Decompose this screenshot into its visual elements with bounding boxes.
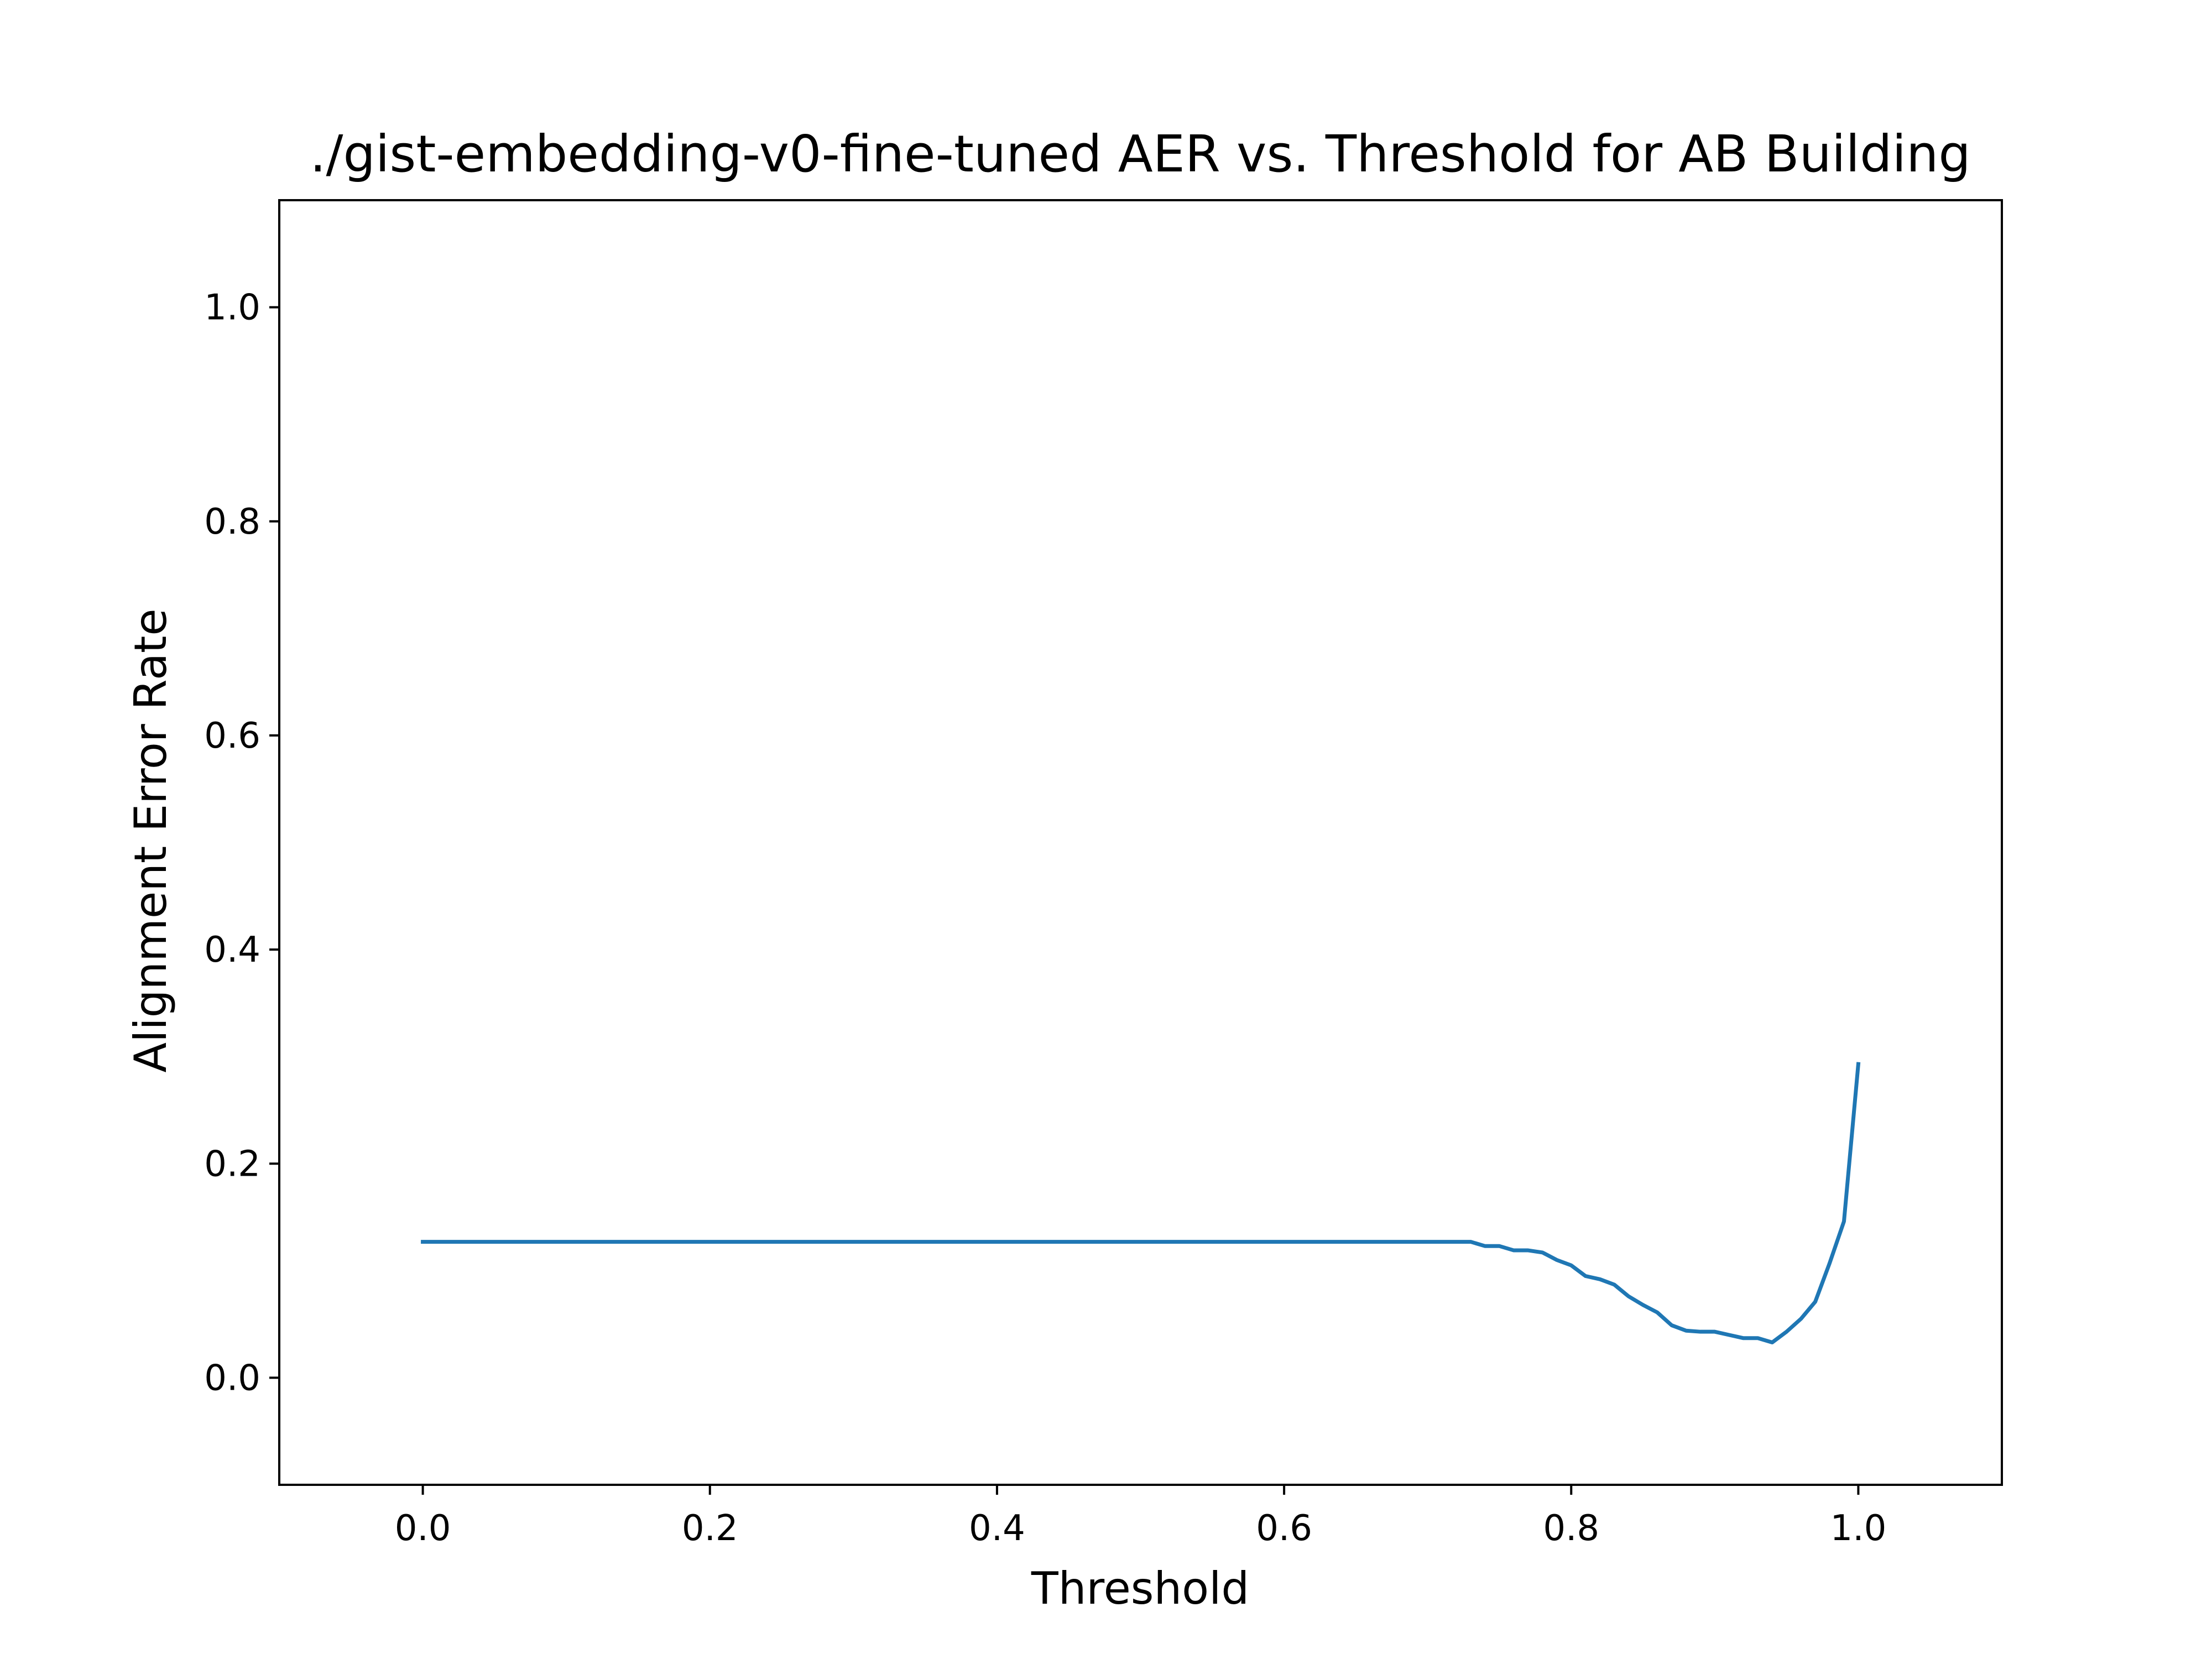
y-tick-label: 0.2 (204, 1144, 260, 1185)
y-tick-label: 0.6 (204, 716, 260, 757)
x-tick-label: 0.0 (395, 1508, 451, 1549)
x-tick-label: 0.8 (1543, 1508, 1599, 1549)
y-tick-label: 1.0 (204, 288, 260, 328)
x-axis-label: Threshold (1031, 1563, 1249, 1614)
x-tick-label: 1.0 (1830, 1508, 1887, 1549)
y-tick-label: 0.0 (204, 1358, 260, 1399)
x-tick-label: 0.2 (682, 1508, 738, 1549)
y-tick-label: 0.4 (204, 930, 260, 971)
plot-layer (421, 1062, 1861, 1345)
x-tick-label: 0.4 (969, 1508, 1025, 1549)
y-axis-label: Alignment Error Rate (125, 608, 176, 1072)
ticks-layer: 0.0 0.2 0.4 0.6 0.8 1.0 0.0 0.2 0.4 0.6 0.8 1.0 (204, 288, 1886, 1549)
x-tick-label: 0.6 (1256, 1508, 1312, 1549)
plot-frame (278, 199, 2003, 1486)
y-tick-label: 0.8 (204, 502, 260, 542)
chart-title: ./gist-embedding-v0-fine-tuned AER vs. T… (310, 124, 1971, 184)
series-line (421, 1062, 1861, 1345)
